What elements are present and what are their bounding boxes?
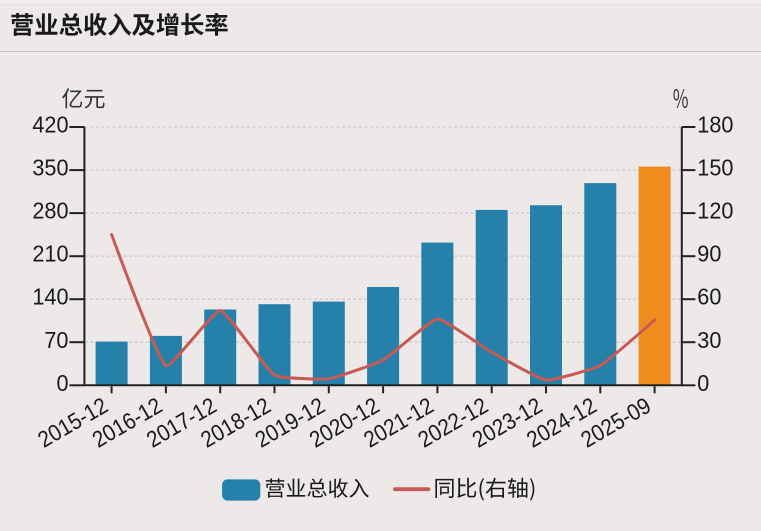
svg-text:70: 70	[44, 327, 68, 353]
svg-text:210: 210	[32, 241, 68, 267]
svg-text:120: 120	[697, 198, 733, 224]
svg-text:350: 350	[32, 155, 68, 181]
svg-text:0: 0	[57, 370, 69, 396]
svg-text:60: 60	[697, 284, 721, 310]
svg-text:150: 150	[697, 155, 733, 181]
svg-text:280: 280	[32, 198, 68, 224]
svg-text:30: 30	[697, 327, 721, 353]
svg-text:180: 180	[697, 112, 733, 138]
svg-text:90: 90	[697, 241, 721, 267]
svg-text:140: 140	[32, 284, 68, 310]
svg-text:0: 0	[697, 370, 709, 396]
svg-text:420: 420	[32, 112, 68, 138]
